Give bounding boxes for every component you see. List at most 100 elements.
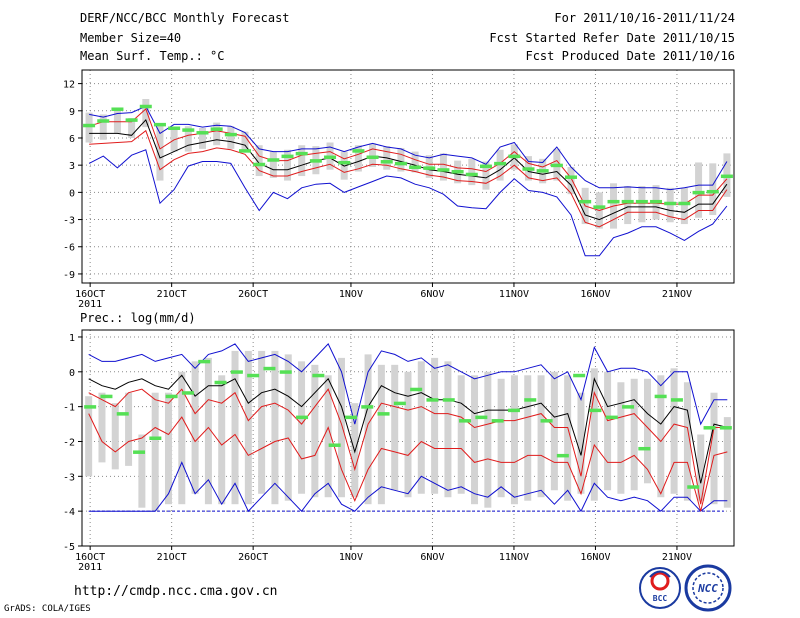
temp-ensemble-box [99, 114, 107, 140]
temp-ensemble-box [354, 145, 362, 172]
temp-ensemble-box [567, 166, 575, 195]
ncc-logo: NCC [684, 564, 732, 612]
temp-y-tick-label: -9 [63, 270, 75, 281]
temp-ensemble-box [298, 145, 306, 177]
prec-ensemble-box [484, 371, 492, 508]
temp-observed-mark [678, 201, 691, 206]
prec-observed-mark [507, 408, 520, 413]
temp-x-tick-label: 21NOV [662, 289, 692, 300]
temperature-panel-title: Mean Surf. Temp.: °C [80, 49, 225, 63]
prec-ensemble-box [204, 357, 212, 505]
prec-observed-mark [410, 387, 423, 392]
temp-x-tick-label: 16NOV [580, 289, 610, 300]
prec-ensemble-box [590, 368, 598, 501]
prec-observed-mark [149, 436, 162, 440]
prec-observed-mark [100, 394, 113, 399]
temp-observed-mark [196, 131, 209, 135]
temp-observed-mark [593, 205, 606, 209]
prec-x-tick-label: 26OCT [238, 552, 268, 563]
prec-ensemble-box [244, 350, 252, 505]
prec-ensemble-box [710, 392, 718, 505]
prec-observed-mark [524, 398, 537, 402]
temp-ensemble-box [709, 163, 717, 216]
temp-observed-mark [494, 161, 507, 166]
prec-ensemble-mean-line [88, 374, 728, 484]
temp-observed-mark [522, 167, 535, 171]
prec-ensemble-box [564, 375, 572, 501]
temp-observed-mark [139, 104, 152, 109]
temp-y-tick-label: -6 [63, 243, 75, 254]
prec-observed-mark [133, 450, 146, 454]
temp-observed-mark [465, 172, 478, 177]
prec-observed-mark [230, 370, 243, 374]
prec-observed-mark [589, 408, 602, 413]
temp-ensemble-box [369, 143, 377, 167]
prec-ensemble-box [218, 375, 226, 505]
prec-ensemble-box [311, 364, 319, 498]
temp-observed-mark [451, 170, 464, 174]
prec-observed-mark [687, 485, 700, 489]
prec-y-tick-label: -1 [63, 403, 75, 414]
prec-ensemble-box [324, 375, 332, 498]
prec-ensemble-box [577, 392, 585, 494]
temp-observed-mark [692, 190, 705, 195]
temp-ensemble-box [184, 126, 192, 152]
temp-observed-mark [635, 199, 648, 204]
prec-observed-mark [116, 412, 129, 416]
bcc-logo-text: BCC [653, 594, 668, 603]
prec-observed-mark [181, 391, 194, 395]
prec-observed-mark [491, 419, 504, 423]
prec-observed-mark [670, 398, 683, 402]
temp-observed-mark [210, 127, 223, 131]
prec-observed-mark [556, 453, 569, 458]
temp-ensemble-box [411, 151, 419, 173]
prec-observed-mark [312, 373, 325, 378]
prec-observed-mark [654, 394, 667, 399]
temp-observed-mark [253, 162, 266, 167]
prec-ensemble-box [510, 375, 518, 505]
temp-y-tick-label: -3 [63, 216, 75, 227]
temp-ensemble-box [638, 186, 646, 223]
prec-ensemble-box [657, 375, 665, 498]
prec-ensemble-box [98, 392, 106, 463]
temp-y-tick-label: 9 [69, 107, 75, 118]
prec-ensemble-box [444, 361, 452, 498]
temp-observed-mark [720, 174, 733, 179]
prec-ensemble-box [670, 368, 678, 494]
temp-lower-quartile-line [89, 129, 728, 228]
chart-title: DERF/NCC/BCC Monthly Forecast [80, 11, 290, 25]
prec-ensemble-box [617, 382, 625, 494]
temp-ensemble-box [255, 145, 263, 177]
temp-ensemble-box [142, 99, 150, 128]
prec-ensemble-box [391, 364, 399, 491]
prec-x-tick-label: 21NOV [662, 552, 692, 563]
prec-observed-mark [703, 426, 716, 430]
temp-observed-mark [536, 169, 549, 173]
temp-observed-mark [338, 160, 351, 165]
temp-ensemble-box [680, 187, 688, 225]
temp-observed-mark [621, 199, 634, 204]
prec-ensemble-box [111, 403, 119, 470]
temp-ensemble-box [468, 158, 476, 186]
prec-x-tick-label: 16NOV [580, 552, 610, 563]
bcc-logo: BCC [639, 567, 681, 609]
prec-ensemble-box [723, 417, 731, 508]
prec-ensemble-box [604, 371, 612, 491]
temp-observed-mark [437, 168, 450, 172]
temp-observed-mark [579, 199, 592, 204]
prec-y-tick-label: 1 [69, 333, 75, 344]
prec-observed-mark [361, 405, 374, 409]
prec-ensemble-box [231, 350, 239, 505]
temp-observed-mark [550, 163, 563, 168]
prec-ensemble-box [537, 375, 545, 498]
source-url[interactable]: http://cmdp.ncc.cma.gov.cn [74, 584, 278, 599]
temp-observed-mark [309, 159, 322, 163]
temp-x-year-label: 2011 [78, 299, 102, 310]
temp-observed-mark [224, 132, 237, 137]
prec-observed-mark [719, 426, 732, 430]
temp-observed-mark [182, 128, 195, 132]
temp-x-tick-label: 21OCT [157, 289, 187, 300]
temp-ensemble-box [695, 162, 703, 218]
